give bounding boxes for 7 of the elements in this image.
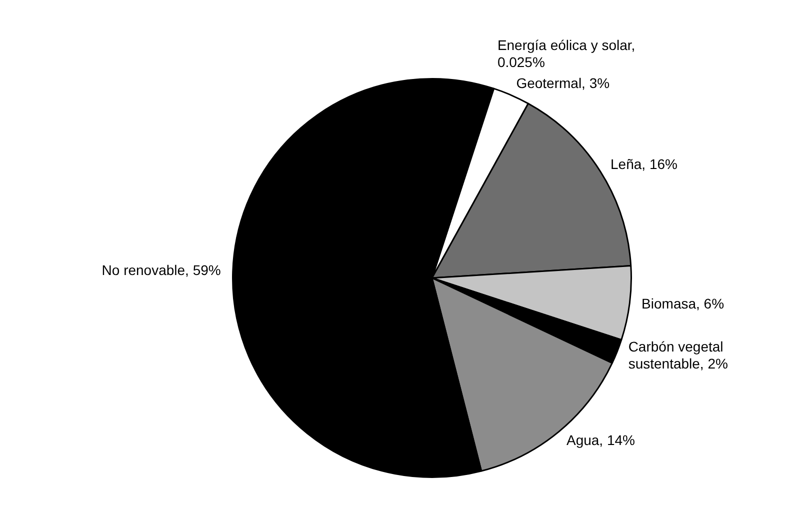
slice-label: Biomasa, 6% bbox=[642, 296, 724, 312]
slice-label: Carbón vegetal sustentable, 2% bbox=[628, 338, 728, 372]
slice-label: Agua, 14% bbox=[566, 432, 635, 448]
slice-label: Geotermal, 3% bbox=[516, 75, 610, 92]
slice-label: Energía eólica y solar, 0.025% bbox=[497, 37, 636, 70]
slice-label: Leña, 16% bbox=[610, 156, 678, 172]
slice-label: No renovable, 59% bbox=[102, 262, 221, 278]
